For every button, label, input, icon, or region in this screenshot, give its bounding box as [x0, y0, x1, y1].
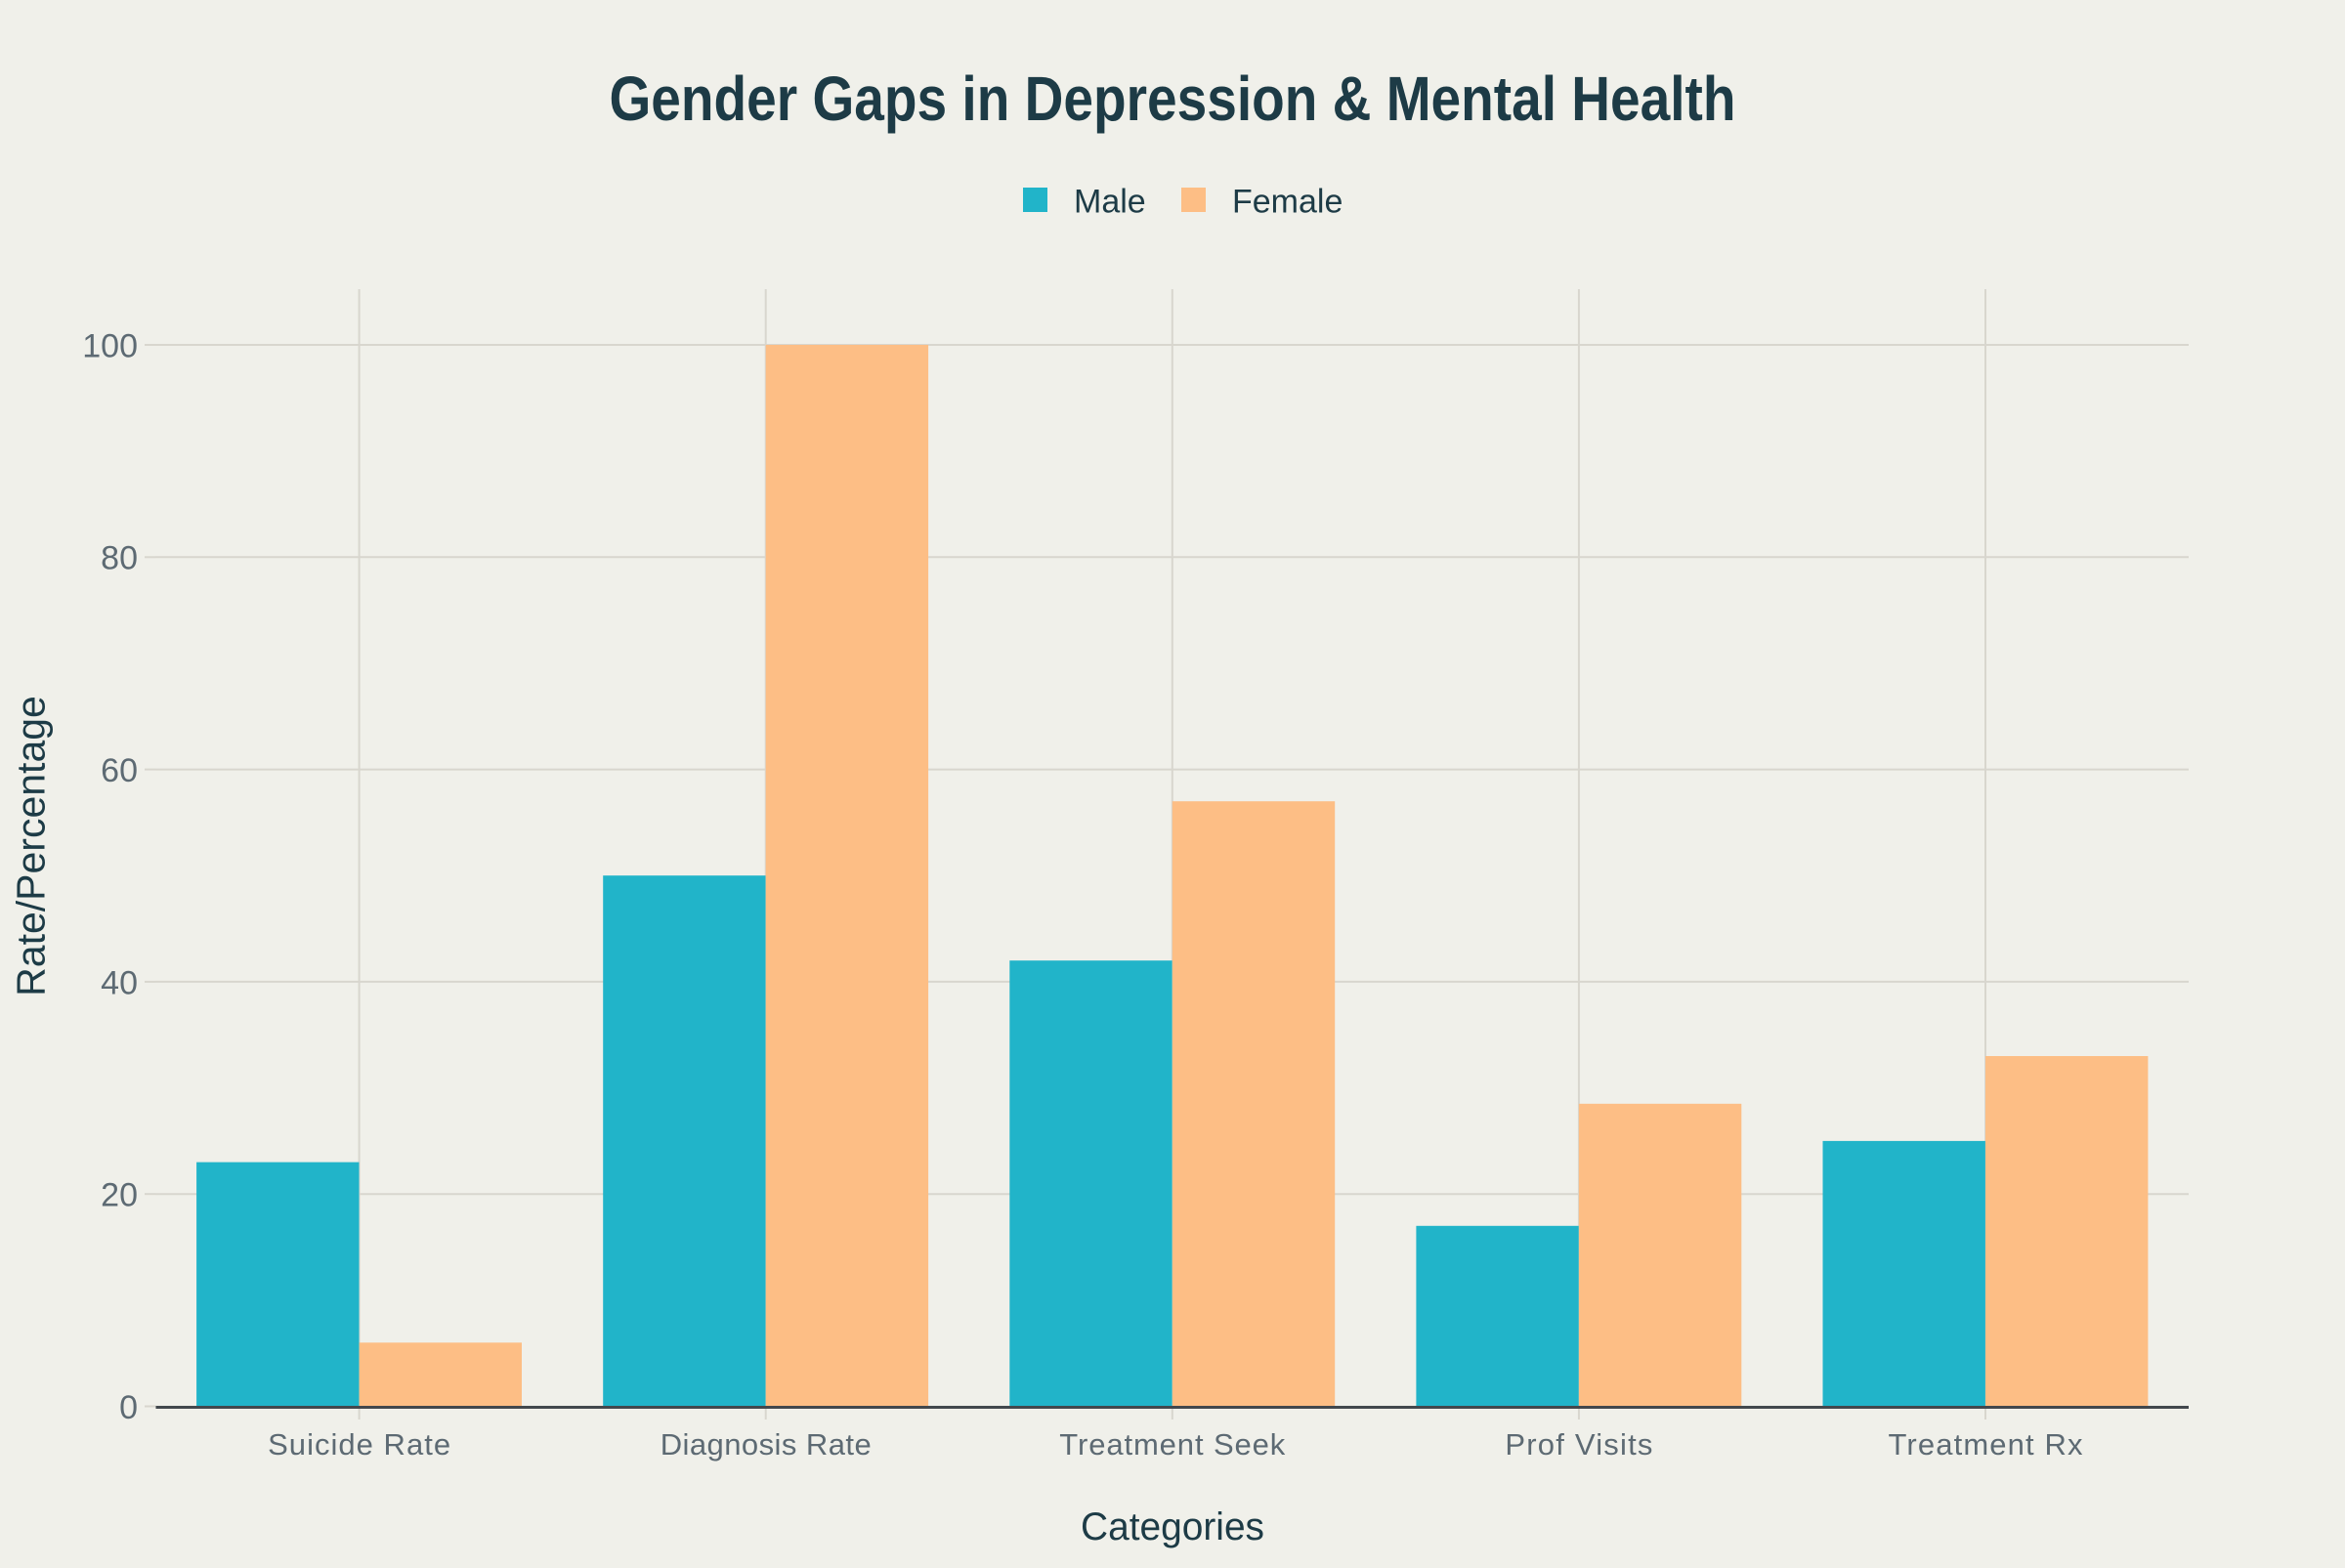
svg-text:Diagnosis Rate: Diagnosis Rate [661, 1427, 872, 1462]
svg-text:100: 100 [82, 327, 138, 364]
svg-text:Prof Visits: Prof Visits [1505, 1427, 1652, 1462]
svg-text:0: 0 [119, 1389, 138, 1426]
svg-text:Rate/Percentage: Rate/Percentage [9, 696, 54, 996]
svg-text:Female: Female [1232, 184, 1343, 221]
svg-text:60: 60 [101, 752, 138, 789]
svg-text:20: 20 [101, 1177, 138, 1214]
svg-text:Treatment Seek: Treatment Seek [1059, 1427, 1286, 1462]
svg-text:Categories: Categories [1081, 1505, 1264, 1548]
svg-text:40: 40 [101, 964, 138, 1001]
svg-text:Suicide Rate: Suicide Rate [268, 1427, 450, 1462]
svg-text:Gender Gaps in Depression & Me: Gender Gaps in Depression & Mental Healt… [610, 64, 1736, 134]
svg-text:Treatment Rx: Treatment Rx [1889, 1427, 2084, 1462]
svg-text:80: 80 [101, 540, 138, 577]
svg-text:Male: Male [1074, 184, 1146, 221]
